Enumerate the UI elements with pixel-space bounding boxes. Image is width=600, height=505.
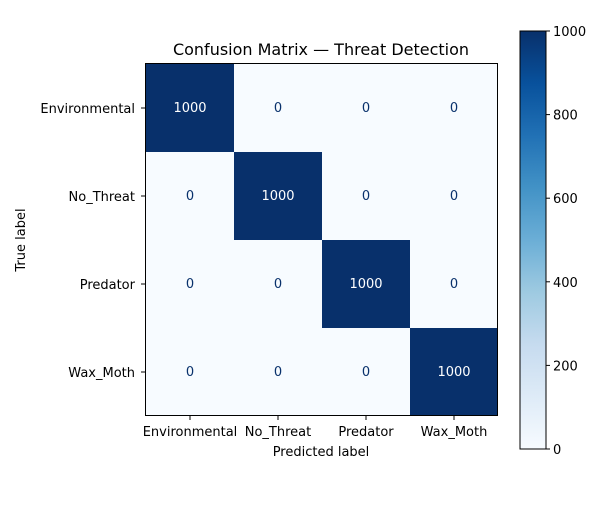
heatmap-cell	[410, 152, 498, 240]
heatmap-cell	[146, 64, 234, 152]
y-axis-label: True label	[14, 208, 29, 272]
heatmap-cell-labels: 1000 0 0 0 0 1000 0 0 0 0 1000 0 0 0 0 1000	[173, 101, 470, 380]
cell-value-label: 0	[186, 189, 194, 204]
cell-value-label: 0	[274, 365, 282, 380]
cell-value-label: 0	[186, 365, 194, 380]
heatmap-cell	[146, 240, 234, 328]
y-axis-ticks: Environmental No_Threat Predator Wax_Moth	[40, 102, 145, 381]
heatmap-cell	[410, 64, 498, 152]
heatmap-cell	[322, 240, 410, 328]
cell-value-label: 0	[186, 277, 194, 292]
heatmap-cells	[146, 64, 498, 416]
heatmap-cell	[322, 152, 410, 240]
heatmap-cell	[322, 328, 410, 416]
x-axis-label: Predicted label	[273, 445, 370, 460]
cell-value-label: 1000	[349, 277, 382, 292]
heatmap-cell	[234, 240, 322, 328]
cell-value-label: 0	[274, 277, 282, 292]
heatmap-cell	[234, 152, 322, 240]
heatmap-cell	[146, 152, 234, 240]
colorbar	[519, 30, 547, 450]
heatmap-cell	[146, 328, 234, 416]
colorbar-tick-label: 600	[553, 192, 578, 207]
colorbar-tick-label: 0	[553, 443, 561, 458]
colorbar-tick-label: 1000	[553, 25, 586, 40]
colorbar-tick-label: 800	[553, 109, 578, 124]
cell-value-label: 0	[450, 277, 458, 292]
heatmap-cell	[234, 64, 322, 152]
heatmap-cell	[234, 328, 322, 416]
colorbar-ticks: 0 200 400 600 800 1000	[546, 25, 586, 458]
x-tick-label: Wax_Moth	[421, 425, 488, 440]
cell-value-label: 0	[450, 189, 458, 204]
colorbar-tick-label: 200	[553, 359, 578, 374]
y-tick-label: Predator	[80, 278, 136, 293]
y-tick-label: Wax_Moth	[68, 366, 135, 381]
cell-value-label: 1000	[437, 365, 470, 380]
heatmap-cell	[410, 240, 498, 328]
x-tick-label: Predator	[338, 425, 394, 440]
cell-value-label: 0	[450, 101, 458, 116]
colorbar-tick-label: 400	[553, 276, 578, 291]
plot-frame	[145, 63, 498, 416]
heatmap-cell	[322, 64, 410, 152]
heatmap-cell	[410, 328, 498, 416]
x-tick-label: No_Threat	[245, 425, 311, 440]
chart-title: Confusion Matrix — Threat Detection	[173, 40, 469, 59]
x-axis-ticks: Environmental No_Threat Predator Wax_Moth	[143, 416, 488, 440]
cell-value-label: 0	[362, 365, 370, 380]
cell-value-label: 0	[274, 101, 282, 116]
cell-value-label: 1000	[261, 189, 294, 204]
y-tick-label: No_Threat	[69, 190, 135, 205]
cell-value-label: 1000	[173, 101, 206, 116]
cell-value-label: 0	[362, 189, 370, 204]
y-tick-label: Environmental	[40, 102, 135, 117]
x-tick-label: Environmental	[143, 425, 238, 440]
cell-value-label: 0	[362, 101, 370, 116]
